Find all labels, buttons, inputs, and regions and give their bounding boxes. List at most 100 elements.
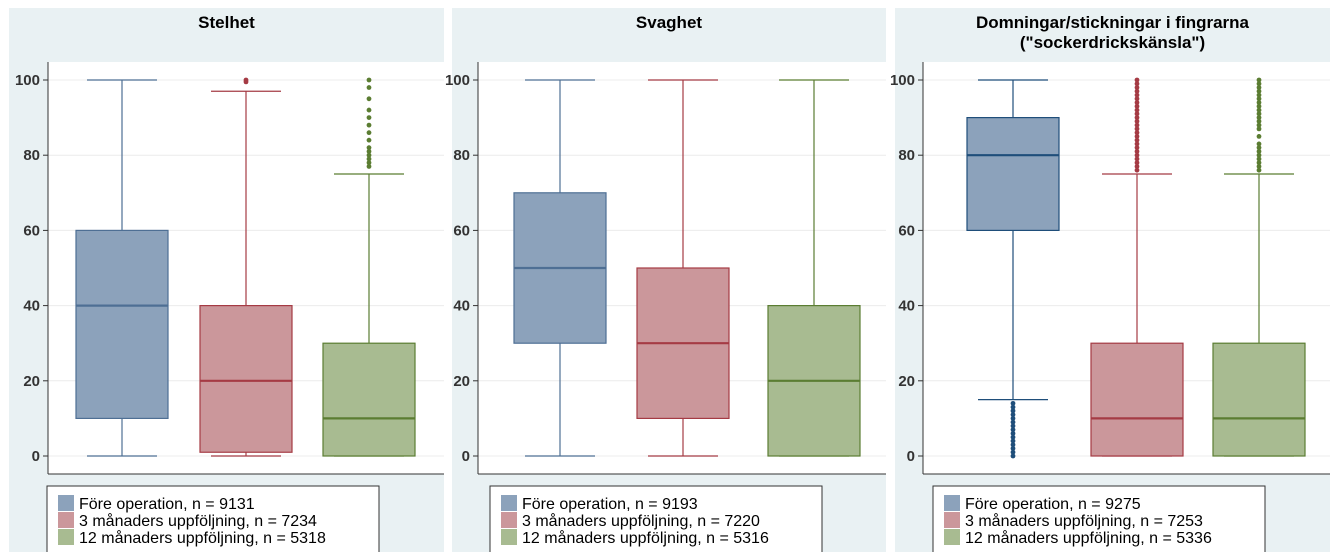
outlier-point (366, 145, 372, 151)
box-iqr (199, 305, 293, 453)
outlier-point (1134, 141, 1140, 147)
legend-label: 3 månaders uppföljning, n = 7220 (522, 512, 760, 530)
y-tick-label: 20 (23, 373, 40, 390)
outlier-point (1134, 134, 1140, 139)
outlier-point (1010, 416, 1016, 421)
outlier-point (1256, 77, 1262, 83)
legend-swatch (58, 512, 74, 528)
outlier-point (1256, 88, 1262, 94)
outlier-point (366, 152, 372, 158)
outlier-point (1256, 134, 1262, 139)
legend-box (489, 485, 823, 552)
outlier-point (1134, 81, 1140, 87)
outlier-point (1256, 107, 1262, 113)
outlier-point (1256, 141, 1262, 147)
outlier-point (1134, 164, 1140, 169)
y-tick-label: 100 (890, 72, 915, 89)
outlier-point (366, 164, 372, 169)
outlier-point (1134, 115, 1140, 120)
outlier-point (243, 77, 249, 83)
outlier-point (1010, 446, 1016, 451)
y-tick-label: 100 (15, 72, 40, 89)
outlier-point (1256, 92, 1262, 98)
chart-title: Stelhet (198, 13, 255, 32)
outlier-point (1134, 156, 1140, 162)
outlier-point (366, 96, 372, 102)
outlier-point (1256, 164, 1262, 169)
boxplot-series-3 (322, 77, 416, 457)
outlier-point (1134, 96, 1140, 102)
outlier-point (1256, 85, 1262, 90)
legend-label: 12 månaders uppföljning, n = 5316 (522, 529, 769, 547)
y-tick-label: 20 (453, 373, 470, 390)
outlier-point (366, 130, 372, 136)
boxplot-series-1 (75, 79, 169, 457)
outlier-point (1010, 408, 1016, 414)
outlier-point (366, 156, 372, 162)
legend-swatch (501, 512, 517, 528)
outlier-point (1256, 156, 1262, 162)
chart-panel-3: Domningar/stickningar i fingrarna("socke… (890, 8, 1330, 552)
outlier-point (1010, 449, 1016, 455)
legend-swatch (944, 495, 960, 511)
outlier-point (1134, 77, 1140, 83)
outlier-point (1134, 152, 1140, 158)
chart-title: ("sockerdrickskänsla") (1020, 33, 1205, 52)
chart-panel-1: Stelhet 0 20 40 60 80 100 Före operation, n = 9… (9, 8, 444, 552)
box-iqr (75, 229, 169, 419)
legend-label: Före operation, n = 9131 (79, 496, 255, 513)
chart-title: Svaghet (636, 13, 702, 32)
outlier-point (1256, 126, 1262, 132)
y-tick-label: 0 (907, 448, 915, 465)
box-iqr (966, 116, 1060, 232)
outlier-point (1010, 419, 1016, 425)
outlier-point (1256, 152, 1262, 158)
outlier-point (1010, 423, 1016, 429)
y-tick-label: 60 (898, 222, 915, 239)
y-tick-label: 40 (898, 298, 915, 315)
outlier-point (1134, 107, 1140, 113)
outlier-point (1256, 167, 1262, 173)
outlier-point (1134, 167, 1140, 173)
outlier-point (1134, 103, 1140, 109)
outlier-point (1134, 126, 1140, 132)
legend-box (46, 485, 380, 552)
legend-label: Före operation, n = 9193 (522, 496, 698, 513)
y-tick-label: 80 (23, 147, 40, 164)
outlier-point (366, 122, 372, 128)
outlier-point (1134, 145, 1140, 151)
y-tick-label: 40 (453, 298, 470, 315)
outlier-point (1256, 100, 1262, 105)
box-iqr (1212, 342, 1306, 457)
chart-title: Domningar/stickningar i fingrarna (976, 13, 1250, 32)
outlier-point (1256, 118, 1262, 124)
boxplot-series-2 (636, 79, 730, 457)
outlier-point (1134, 160, 1140, 166)
box-iqr (1090, 342, 1184, 457)
y-tick-label: 20 (898, 373, 915, 390)
outlier-point (1134, 118, 1140, 124)
outlier-point (1256, 160, 1262, 166)
outlier-point (1134, 92, 1140, 98)
outlier-point (366, 107, 372, 113)
outlier-point (1134, 111, 1140, 117)
outlier-point (1010, 453, 1016, 459)
outlier-point (1134, 122, 1140, 128)
y-tick-label: 40 (23, 298, 40, 315)
outlier-point (1256, 122, 1262, 128)
boxplot-series-1 (966, 79, 1060, 459)
boxplot-series-3 (1212, 77, 1306, 457)
outlier-point (1134, 100, 1140, 105)
boxplot-series-2 (1090, 77, 1184, 457)
outlier-point (1010, 431, 1016, 436)
outlier-point (1010, 442, 1016, 448)
outlier-point (366, 149, 372, 154)
legend-label: 3 månaders uppföljning, n = 7234 (79, 512, 317, 530)
legend-label: 12 månaders uppföljning, n = 5318 (79, 529, 326, 547)
y-tick-label: 80 (453, 147, 470, 164)
outlier-point (1010, 438, 1016, 444)
boxplot-series-2 (199, 77, 293, 457)
